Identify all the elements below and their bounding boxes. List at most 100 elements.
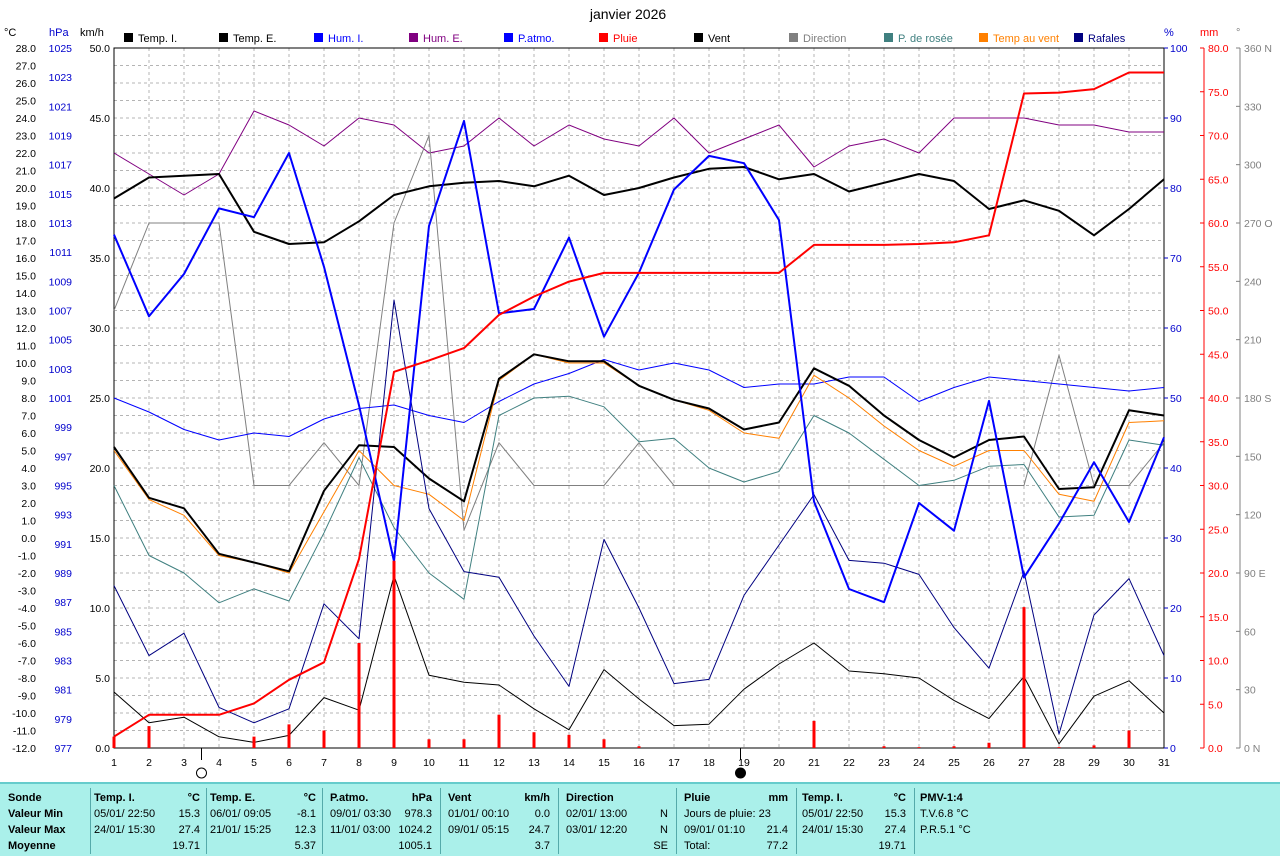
wind-max: 24.7: [528, 824, 550, 836]
axis-unit: hPa: [49, 27, 69, 39]
temp-tick: 19.0: [16, 201, 37, 213]
summary-sonde: Sonde Valeur Min Valeur Max Moyenne: [8, 790, 88, 854]
press-min-date: 09/01/ 03:30: [330, 808, 392, 820]
pmv-pr: P.R.5.1 °C: [920, 824, 971, 836]
press-tick: 1005: [49, 335, 73, 347]
temp-tick: 9.0: [21, 376, 36, 388]
temp-tick: -7.0: [18, 656, 36, 668]
new-moon-icon: [735, 767, 746, 779]
press-min: 978.3: [404, 808, 432, 820]
dir-avg: SE: [653, 840, 668, 852]
press-tick: 977: [54, 743, 72, 755]
temp-i2-max: 27.4: [884, 824, 906, 836]
rain-tick: 15.0: [1208, 612, 1229, 624]
wind-tick: 0.0: [95, 743, 110, 755]
series-line-direction: [113, 135, 1165, 531]
temp-tick: 16.0: [16, 253, 37, 265]
rain-tick: 60.0: [1208, 218, 1229, 230]
rain-days: Jours de pluie: 23: [684, 808, 771, 820]
press-tick: 983: [54, 656, 72, 668]
press-tick: 1023: [49, 72, 73, 84]
rain-tick: 75.0: [1208, 87, 1229, 99]
temp-i-avg: 19.71: [172, 840, 200, 852]
wind-tick: 50.0: [90, 43, 111, 55]
summary-temp-e: Temp. E. °C 06/01/ 09:05 -8.1 21/01/ 15:25…: [210, 790, 318, 854]
legend-swatch: [789, 33, 798, 42]
temp-tick: 25.0: [16, 96, 37, 108]
press-tick: 987: [54, 597, 72, 609]
rain-daily-bar: [322, 730, 326, 748]
temp-tick: 8.0: [21, 393, 36, 405]
wind-header: Vent: [448, 792, 472, 804]
temp-i2-max-date: 24/01/ 15:30: [802, 824, 864, 836]
temp-i-min: 15.3: [178, 808, 200, 820]
dir-tick: 0 N: [1244, 743, 1260, 755]
legend-swatch: [1074, 33, 1083, 42]
press-tick: 1021: [49, 101, 73, 113]
rain-daily-bar: [1057, 747, 1061, 748]
legend-label: Temp. I.: [138, 33, 177, 45]
rain-daily-bar: [882, 746, 886, 748]
rain-unit: mm: [768, 792, 788, 804]
legend-swatch: [219, 33, 228, 42]
temp-tick: 14.0: [16, 288, 37, 300]
temp-e-min-date: 06/01/ 09:05: [210, 808, 272, 820]
temp-tick: 24.0: [16, 113, 37, 125]
day-tick: 22: [843, 757, 855, 769]
temp-tick: -11.0: [13, 726, 36, 738]
wind-tick: 5.0: [95, 673, 110, 685]
temp-tick: 1.0: [21, 516, 36, 528]
dir-max: N: [660, 824, 668, 836]
temp-tick: 11.0: [16, 341, 36, 353]
temp-tick: 3.0: [21, 481, 36, 493]
legend-label: Rafales: [1088, 33, 1126, 45]
rain-total-label: Total:: [684, 840, 711, 852]
temp-tick: -9.0: [18, 691, 36, 703]
hum-tick: 20: [1170, 603, 1182, 615]
press-tick: 995: [54, 481, 72, 493]
temp-tick: 22.0: [16, 148, 37, 160]
day-tick: 1: [111, 757, 117, 769]
hum-tick: 100: [1170, 43, 1188, 55]
day-tick: 20: [773, 757, 785, 769]
temp-tick: 0.0: [21, 533, 36, 545]
legend-label: Pluie: [613, 33, 637, 45]
legend-swatch: [599, 33, 608, 42]
wind-tick: 25.0: [90, 393, 111, 405]
rain-daily-bar: [602, 739, 606, 748]
rain-daily-bar: [392, 560, 396, 748]
temp-tick: -2.0: [18, 568, 36, 580]
temp-i2-avg: 19.71: [878, 840, 906, 852]
rain-tick: 10.0: [1208, 656, 1229, 668]
wind-min-date: 01/01/ 00:10: [448, 808, 510, 820]
legend-label: Vent: [708, 33, 730, 45]
temp-tick: 21.0: [16, 166, 37, 178]
series-line-temp-e: [113, 353, 1165, 573]
axis-unit: km/h: [80, 27, 104, 39]
hum-tick: 0: [1170, 743, 1176, 755]
summary-panel: Sonde Valeur Min Valeur Max Moyenne Temp…: [0, 782, 1280, 856]
dir-max-date: 03/01/ 12:20: [566, 824, 628, 836]
rain-daily-bar: [1092, 745, 1096, 748]
summary-temp-i: Temp. I. °C 05/01/ 22:50 15.3 24/01/ 15:30…: [94, 790, 202, 854]
press-tick: 985: [54, 626, 72, 638]
day-tick: 5: [251, 757, 257, 769]
press-max-date: 11/01/ 03:00: [330, 824, 391, 836]
dir-tick: 30: [1244, 685, 1256, 697]
rain-daily-bar: [917, 747, 921, 748]
day-tick: 13: [528, 757, 540, 769]
press-tick: 991: [54, 539, 72, 551]
legend-swatch: [884, 33, 893, 42]
temp-i-unit: °C: [187, 792, 200, 804]
press-tick: 979: [54, 714, 72, 726]
temp-tick: -8.0: [18, 673, 36, 685]
press-tick: 981: [54, 685, 72, 697]
rain-tick: 5.0: [1208, 699, 1223, 711]
temp-tick: 26.0: [16, 78, 37, 90]
dir-tick: 180 S: [1244, 393, 1271, 405]
day-tick: 21: [808, 757, 820, 769]
press-header: P.atmo.: [330, 792, 369, 804]
temp-e-min: -8.1: [297, 808, 316, 820]
press-tick: 1015: [49, 189, 73, 201]
series-line-rafales: [113, 299, 1165, 735]
